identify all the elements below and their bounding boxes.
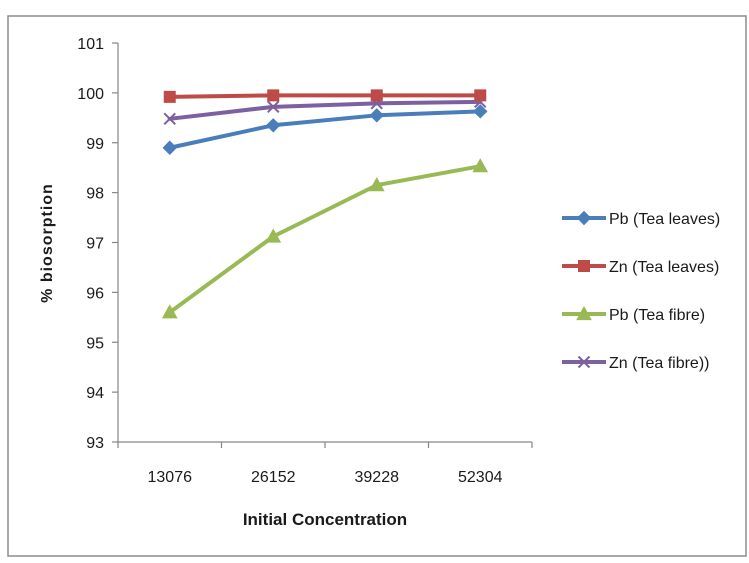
data-point-marker	[370, 89, 383, 102]
y-tick-label: 93	[86, 435, 104, 452]
x-axis-ticks: 13076 26152 39228 52304	[117, 442, 533, 486]
legend-label: Zn (Tea leaves)	[609, 259, 719, 276]
legend-marker	[576, 210, 592, 226]
legend: Pb (Tea leaves) Zn (Tea leaves) Pb (Tea fi…	[562, 210, 720, 372]
legend-item: Pb (Tea leaves)	[562, 210, 720, 228]
series-3	[163, 95, 487, 126]
y-axis-ticks: 93 94 95 96 97 98 99 100 101	[77, 36, 118, 452]
data-point-marker	[369, 108, 384, 123]
y-tick-label: 94	[86, 385, 104, 402]
legend-marker	[576, 305, 592, 321]
data-point-marker	[474, 89, 487, 102]
legend-item: Zn (Tea fibre))	[562, 355, 709, 372]
x-tick-label: 52304	[458, 469, 503, 486]
y-axis-title: % biosorption	[39, 183, 56, 303]
x-tick-label: 13076	[148, 469, 193, 486]
data-point-marker	[266, 118, 281, 133]
data-point-marker	[472, 158, 489, 173]
y-tick-label: 98	[86, 186, 104, 203]
x-tick-label: 39228	[355, 469, 400, 486]
legend-item: Pb (Tea fibre)	[562, 305, 705, 324]
series-line	[167, 164, 483, 315]
data-point-marker	[161, 304, 178, 319]
legend-label: Pb (Tea leaves)	[609, 211, 720, 228]
series-line	[167, 93, 483, 99]
legend-item: Zn (Tea leaves)	[562, 259, 719, 276]
y-tick-label: 99	[86, 136, 104, 153]
y-tick-label: 101	[77, 36, 104, 53]
series-0	[162, 104, 488, 155]
chart-border	[7, 15, 747, 557]
y-tick-label: 100	[77, 86, 104, 103]
y-tick-label: 95	[86, 335, 104, 352]
x-tick-label: 26152	[251, 469, 296, 486]
data-point-marker	[368, 177, 385, 192]
legend-label: Pb (Tea fibre)	[609, 307, 705, 324]
data-point-marker	[267, 100, 280, 114]
series-group	[161, 89, 489, 319]
series-line	[167, 109, 483, 150]
y-tick-label: 97	[86, 236, 104, 253]
series-1	[163, 89, 487, 103]
legend-label: Zn (Tea fibre))	[609, 355, 709, 372]
data-point-marker	[267, 89, 280, 102]
data-point-marker	[163, 112, 176, 126]
data-point-marker	[162, 140, 177, 155]
series-line	[167, 99, 483, 121]
y-tick-label: 96	[86, 285, 104, 302]
x-axis-title: Initial Concentration	[243, 510, 407, 529]
series-2	[161, 158, 489, 319]
data-point-marker	[163, 90, 176, 103]
data-point-marker	[473, 104, 488, 119]
legend-marker	[577, 355, 591, 369]
data-point-marker	[265, 228, 282, 243]
legend-marker	[578, 260, 590, 272]
